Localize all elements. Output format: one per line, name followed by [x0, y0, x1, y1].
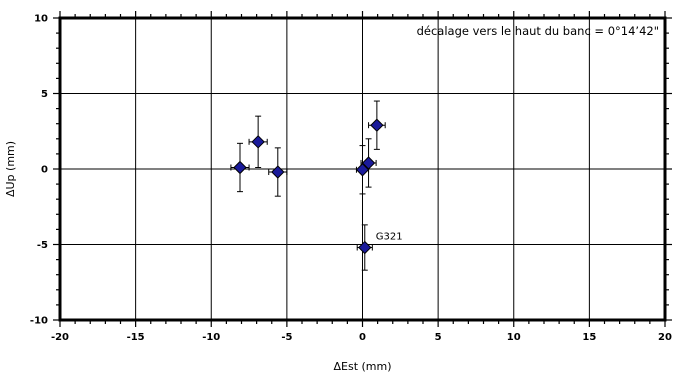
data-points: G321 [230, 100, 403, 271]
y-tick-labels: -10 -5 0 5 10 [30, 14, 48, 327]
data-point [268, 147, 288, 197]
diamond-marker [370, 118, 384, 132]
diamond-marker [358, 240, 372, 255]
data-point: G321 [356, 224, 403, 271]
diamond-marker [361, 156, 376, 170]
x-tick-label: 0 [359, 332, 366, 343]
annotation-text: décalage vers le haut du banc = 0°14’42" [417, 24, 659, 38]
x-tick-label: 10 [507, 332, 521, 343]
x-axis-label: ΔEst (mm) [333, 360, 391, 373]
x-tick-labels: -20 -15 -10 -5 0 5 10 15 20 [51, 332, 672, 343]
x-tick-label: -10 [202, 332, 220, 343]
data-point [230, 142, 250, 193]
diamond-marker [355, 163, 370, 177]
y-axis-label: ΔUp (mm) [4, 141, 17, 197]
y-tick-label: -5 [37, 240, 48, 251]
x-tick-label: 5 [435, 332, 442, 343]
x-tick-label: -15 [127, 332, 145, 343]
x-tick-label: -20 [51, 332, 69, 343]
y-tick-label: 5 [41, 89, 48, 100]
data-point [360, 138, 377, 188]
y-tick-label: -10 [30, 316, 48, 327]
diamond-marker [251, 135, 265, 149]
data-point [368, 100, 386, 150]
y-tick-label: 10 [34, 14, 48, 25]
x-tick-label: 20 [658, 332, 672, 343]
y-tick-label: 0 [41, 165, 48, 176]
x-tick-label: -5 [281, 332, 292, 343]
diamond-marker [271, 165, 285, 179]
point-label: G321 [376, 232, 403, 243]
data-point [248, 115, 268, 168]
diamond-marker [233, 160, 247, 175]
plot-frame [58, 16, 667, 322]
x-tick-label: 15 [582, 332, 596, 343]
